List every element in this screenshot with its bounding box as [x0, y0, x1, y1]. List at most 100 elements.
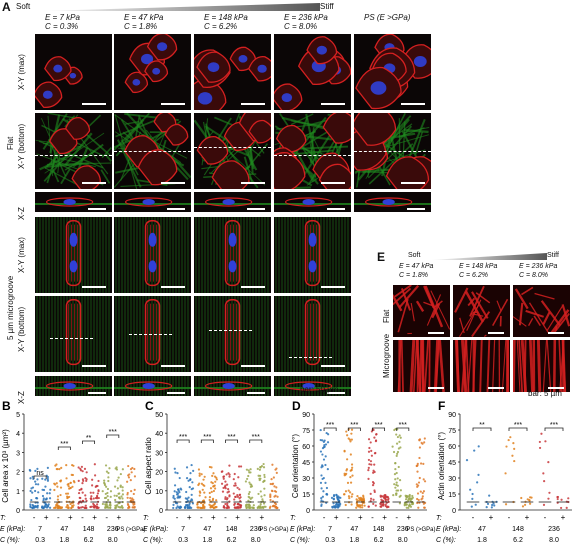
data-point: [228, 475, 231, 478]
scale-bar: [88, 392, 106, 394]
data-point: [407, 506, 410, 510]
data-point: [360, 497, 363, 500]
data-point: [417, 484, 420, 487]
data-point: [382, 499, 385, 503]
data-point: [556, 495, 559, 499]
data-point: [29, 469, 32, 472]
data-point: [513, 459, 516, 463]
data-point: [323, 445, 326, 448]
data-point: [474, 503, 477, 506]
x-tick-e: 236: [250, 526, 262, 533]
x-tick-e: 7: [328, 526, 332, 533]
data-point: [77, 506, 80, 509]
row-label-3: X-Y (max): [17, 237, 26, 273]
x-tick-t-plus: +: [525, 513, 530, 522]
data-point: [373, 436, 376, 439]
data-point: [343, 493, 346, 496]
data-point: [543, 479, 546, 483]
data-point: [85, 499, 88, 502]
data-point: [273, 485, 276, 488]
data-point: [523, 503, 527, 506]
x-tick-e: 148: [373, 526, 385, 533]
data-point: [367, 469, 370, 472]
actin-zoom-r1-c1: [453, 340, 510, 392]
data-point: [106, 491, 109, 495]
data-point: [565, 506, 568, 510]
data-point: [172, 496, 175, 499]
y-axis-label: Actin orientation (°): [437, 432, 446, 500]
micrograph-r3-c2: [194, 217, 271, 293]
data-point: [320, 487, 323, 490]
data-point: [114, 506, 117, 510]
significance-bracket: [372, 427, 386, 431]
data-point: [172, 494, 175, 498]
data-point: [393, 428, 396, 432]
data-point: [394, 486, 397, 489]
x-tick-t-minus: -: [248, 513, 251, 522]
data-point: [471, 492, 474, 496]
data-point: [132, 503, 135, 506]
data-point: [320, 499, 323, 502]
data-point: [234, 495, 237, 498]
micrograph-r0-c3: [274, 34, 351, 110]
data-point: [262, 466, 266, 469]
data-point: [369, 492, 372, 495]
column-header-e-2: E = 148 kPa: [204, 13, 248, 22]
data-point: [81, 491, 84, 494]
data-point: [256, 506, 259, 510]
data-point: [320, 503, 323, 506]
data-point: [324, 455, 327, 458]
data-point: [421, 491, 424, 495]
x-tick-ps: PS (>GPa): [406, 527, 435, 533]
data-point: [470, 505, 473, 508]
y-tick-label: 20: [155, 470, 163, 477]
significance-bracket: [106, 434, 120, 438]
data-point: [113, 494, 116, 497]
data-point: [239, 505, 242, 508]
data-point: [345, 430, 348, 433]
data-point: [274, 468, 277, 471]
data-point: [421, 495, 424, 498]
data-point: [236, 495, 240, 498]
data-point: [343, 449, 346, 452]
data-point: [81, 478, 85, 481]
data-point: [395, 492, 398, 495]
data-point: [109, 503, 112, 506]
data-point: [104, 504, 107, 507]
data-point: [465, 458, 469, 462]
data-point: [273, 501, 277, 505]
data-point: [56, 495, 60, 498]
x-tick-t-minus: -: [508, 513, 511, 522]
data-point: [416, 497, 419, 501]
data-point: [355, 506, 358, 509]
data-point: [121, 468, 124, 471]
section-line: [129, 334, 172, 335]
actin-zoom-r0-c1: [453, 285, 510, 337]
x-tick-c: 6.2: [374, 537, 384, 544]
data-point: [59, 486, 63, 489]
data-point: [538, 440, 541, 444]
data-point: [367, 458, 371, 462]
data-point: [228, 495, 231, 498]
x-tick-t-minus: -: [323, 513, 326, 522]
micrograph-r5-c3: [274, 376, 351, 396]
significance-label: ***: [179, 434, 187, 441]
data-point: [542, 503, 546, 506]
data-point: [46, 475, 49, 479]
data-point: [520, 496, 523, 500]
data-point: [176, 496, 179, 499]
data-point: [245, 506, 248, 510]
y-tick-label: 75: [448, 428, 456, 435]
data-point: [492, 502, 495, 505]
data-point: [65, 477, 68, 480]
data-point: [423, 437, 426, 440]
data-point: [274, 505, 278, 508]
data-point: [477, 473, 480, 476]
actin-zoom-r1-c0: [393, 340, 450, 392]
data-point: [411, 494, 414, 498]
x-tick-c: 6.2: [513, 537, 523, 544]
data-point: [36, 505, 39, 508]
data-point: [263, 487, 266, 490]
data-point: [131, 506, 134, 509]
